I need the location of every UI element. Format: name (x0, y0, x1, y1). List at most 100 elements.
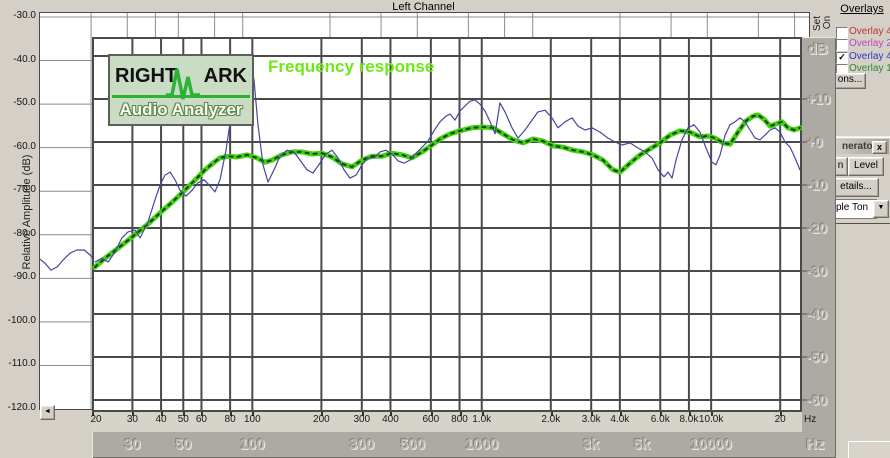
fr-db-tick (802, 227, 807, 229)
window-fragment (848, 441, 890, 458)
logo-text-ark: ARK (203, 65, 247, 87)
fr-db-label: -40 (807, 306, 828, 322)
fr-db-axis-unit: dB (808, 41, 828, 58)
overlay-on-checkbox[interactable] (836, 39, 848, 52)
fr-embossed-freq-label: 5k (633, 436, 651, 453)
fr-x-tick-label: 40 (155, 414, 167, 425)
chevron-down-icon[interactable]: ▼ (873, 200, 889, 218)
bg-y-tick-label: -90.0 (13, 271, 36, 283)
bg-y-tick-label: -100.0 (7, 314, 36, 326)
fr-embossed-freq-label: 1000 (465, 436, 499, 453)
fr-db-label: -60 (807, 392, 828, 408)
fr-db-label: +0 (807, 134, 823, 150)
logo-text-right: RIGHT (115, 65, 178, 87)
fr-db-tick (802, 141, 807, 143)
fr-embossed-freq-label: 3k (582, 436, 600, 453)
fr-db-label: -30 (807, 263, 828, 279)
fr-x-tick (591, 412, 594, 416)
generator-title: nerator (842, 141, 877, 152)
frequency-response-window: 20 30 40 50 60 80 100 200 300 400 600 800 1.0k 2.0k 3.… (90, 37, 836, 458)
overlays-col-on: On (822, 15, 834, 30)
bg-y-tick-label: -30.0 (13, 10, 36, 21)
overlay-on-checkbox[interactable] (836, 27, 848, 39)
fr-x-tick (132, 412, 135, 416)
bg-y-axis-label: Relative Amplitude (dB) (21, 154, 33, 270)
fr-x-tick (550, 412, 553, 416)
overlay-label: Overlay 4 (849, 50, 890, 62)
fr-x-tick-label: 60 (195, 414, 207, 425)
overlay-on-checkbox[interactable]: ✓ (836, 51, 848, 64)
bg-y-tick-label: -110.0 (8, 358, 36, 370)
fr-hz-unit-small: Hz (804, 414, 817, 425)
fr-x-label-strip (92, 412, 802, 432)
logo-pulse-icon (166, 68, 200, 100)
fr-db-tick (802, 399, 807, 401)
scrollbar-left-arrow-button[interactable]: ◄ (40, 405, 55, 420)
fr-x-tick (161, 412, 164, 416)
fr-embossed-freq-label: 300 (349, 436, 375, 453)
fr-x-tick (619, 412, 622, 416)
fr-embossed-freq-label: 500 (400, 436, 426, 453)
fr-db-tick (802, 313, 807, 315)
fr-x-tick (430, 412, 433, 416)
fr-db-label: -10 (807, 177, 828, 193)
bg-y-tick-label: -80.0 (13, 227, 36, 239)
fr-db-label: -20 (807, 220, 828, 236)
fr-db-tick (802, 184, 807, 186)
fr-x-tick (183, 412, 186, 416)
fr-hz-unit-embossed: Hz (806, 436, 825, 453)
fr-x-tick (481, 412, 484, 416)
fr-x-tick (390, 412, 393, 416)
fr-x-tick-label: 400 (382, 414, 399, 425)
fr-chart-title: Frequency response (268, 57, 435, 76)
fr-embossed-freq-label: 100 (239, 436, 265, 453)
fr-x-tick-label: 200 (313, 414, 330, 425)
bg-window-title: Left Channel (392, 1, 455, 13)
fr-db-tick (802, 356, 807, 358)
fr-x-tick-label: 1.0k (472, 414, 492, 425)
fr-x-tick (230, 412, 233, 416)
fr-db-label: -50 (807, 349, 828, 365)
bg-y-tick-label: -50.0 (13, 97, 36, 109)
close-icon[interactable]: x (872, 141, 887, 154)
bg-y-tick-label: -70.0 (13, 184, 36, 196)
fr-x-tick (252, 412, 255, 416)
fr-x-tick-label: 6.0k (650, 414, 670, 425)
rightmark-logo: RIGHT ARK Audio Analyzer (108, 54, 254, 126)
fr-x-tick-label: 600 (422, 414, 440, 425)
details-button[interactable]: etails... (833, 178, 879, 197)
overlay-label: Overlay 2 (849, 38, 890, 50)
bg-y-tick-label: -60.0 (13, 140, 36, 152)
fr-db-tick (802, 98, 807, 100)
overlays-options-button[interactable]: ons... (834, 73, 866, 89)
fr-x-tick (459, 412, 462, 416)
fr-embossed-freq-label: 10000 (690, 436, 732, 453)
fr-x-tick (92, 412, 94, 416)
generator-button-partial[interactable]: n (833, 157, 848, 176)
fr-x-tick-label: 2.0k (541, 414, 561, 425)
generator-dialog: nerator x n Level etails... ple Ton ▼ (831, 136, 890, 224)
fr-x-tick-label: 30 (126, 414, 138, 425)
bg-y-tick-label: -40.0 (13, 53, 36, 65)
fr-x-tick-label: 4.0k (610, 414, 630, 425)
fr-x-tick (201, 412, 204, 416)
fr-x-tick (780, 412, 783, 416)
fr-x-tick-label: 100 (243, 414, 261, 425)
fr-x-tick-label: 20 (90, 414, 102, 425)
overlay-label: Overlay 1 (849, 62, 890, 74)
fr-x-tick (688, 412, 691, 416)
fr-db-label: +10 (807, 91, 831, 107)
fr-x-tick (711, 412, 714, 416)
fr-x-tick-label: 300 (353, 414, 371, 425)
level-button[interactable]: Level (848, 157, 884, 176)
fr-x-tick-label: 10.0k (698, 414, 724, 425)
generator-titlebar[interactable]: nerator x (834, 139, 889, 154)
fr-x-tick-label: 8.0k (679, 414, 699, 425)
fr-x-tick (361, 412, 364, 416)
overlay-label: Overlay 4 (849, 26, 890, 37)
fr-x-tick-label: 50 (177, 414, 189, 425)
signal-type-dropdown[interactable]: ple Ton (833, 199, 877, 219)
logo-subtitle: Audio Analyzer (119, 100, 243, 119)
fr-embossed-freq-label: 50 (174, 436, 192, 453)
